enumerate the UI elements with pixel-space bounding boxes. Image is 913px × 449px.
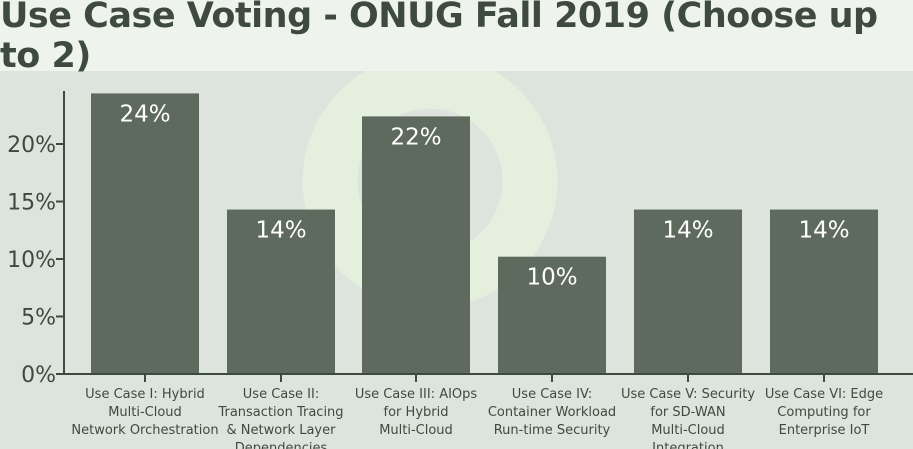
bar — [634, 209, 742, 374]
bar — [770, 209, 878, 374]
category-label: Transaction Tracing — [217, 405, 343, 420]
category-label: Enterprise IoT — [779, 423, 870, 438]
category-label: Computing for — [777, 405, 871, 420]
category-label: Use Case IV: — [512, 387, 592, 402]
category-label: Dependencies — [235, 441, 328, 449]
data-label: 14% — [798, 218, 849, 244]
category-label: Use Case VI: Edge — [765, 387, 883, 402]
bar — [498, 256, 606, 374]
category-label: Multi-Cloud — [108, 405, 182, 420]
category-label: Use Case I: Hybrid — [85, 387, 205, 402]
data-label: 24% — [119, 101, 170, 127]
category-label: Integration — [652, 441, 724, 449]
data-label: 22% — [390, 124, 441, 150]
category-label: Multi-Cloud — [651, 423, 725, 438]
category-label: Run-time Security — [494, 423, 611, 438]
data-label: 14% — [662, 218, 713, 244]
bar — [227, 209, 335, 374]
bar — [91, 93, 199, 375]
y-tick-label: 15% — [7, 191, 56, 216]
category-label: Use Case V: Security — [621, 387, 755, 402]
y-tick-label: 20% — [7, 133, 56, 158]
category-label: Use Case II: — [243, 387, 319, 402]
bar-chart: 0% 5% 10% 15% 20% 24% Use Case I: Hybrid Multi… — [7, 71, 913, 449]
category-label: Use Case III: AIOps — [355, 387, 478, 402]
category-label: & Network Layer — [227, 423, 337, 438]
y-tick-label: 0% — [21, 363, 56, 388]
data-label: 10% — [526, 265, 577, 291]
title-bar: Use Case Voting - ONUG Fall 2019 (Choose… — [0, 0, 913, 76]
data-label: 14% — [255, 218, 306, 244]
y-tick-label: 5% — [21, 306, 56, 331]
chart-title: Use Case Voting - ONUG Fall 2019 (Choose… — [0, 0, 878, 76]
y-tick-label: 10% — [7, 248, 56, 273]
bar — [362, 116, 470, 375]
category-label: Multi-Cloud — [379, 423, 453, 438]
category-label: Container Workload — [488, 405, 616, 420]
category-label: for Hybrid — [384, 405, 449, 420]
category-label: Network Orchestration — [71, 423, 218, 438]
category-label: for SD-WAN — [650, 405, 725, 420]
